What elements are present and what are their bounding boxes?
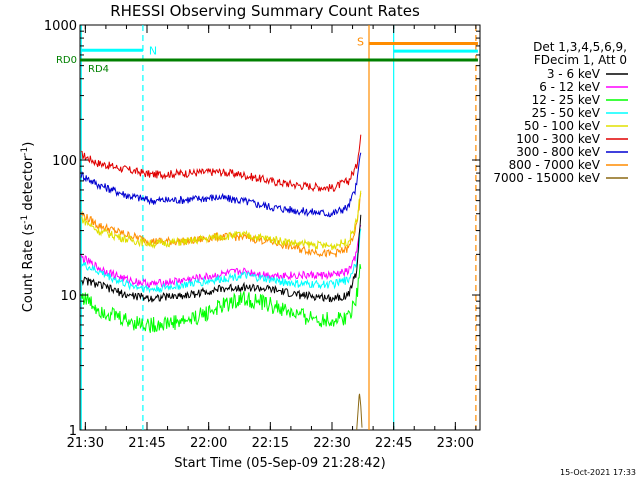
plot-frame xyxy=(79,24,481,431)
legend-label-4: 50 - 100 keV xyxy=(524,119,601,133)
series-line-7 xyxy=(80,264,362,333)
legend-label-3: 25 - 50 keV xyxy=(532,106,601,120)
legend-label-2: 12 - 25 keV xyxy=(532,93,601,107)
y-axis-label-mid: detector xyxy=(21,155,36,215)
y-axis-label-sup1: -1 xyxy=(20,215,30,224)
markers-layer: N S RD0 RD4 xyxy=(56,25,478,430)
legend-label-1: 6 - 12 keV xyxy=(539,80,601,94)
series-line-6 xyxy=(80,214,362,303)
x-tick-label-4: 22:30 xyxy=(313,436,350,451)
series-line-1 xyxy=(80,152,362,218)
legend-label-5: 100 - 300 keV xyxy=(516,132,600,146)
y-tick-label-3: 1000 xyxy=(44,19,77,34)
y-axis-label-end: ) xyxy=(21,142,36,147)
series-line-4 xyxy=(80,224,362,289)
x-tick-label-6: 23:00 xyxy=(437,436,474,451)
legend-header-1: Det 1,3,4,5,6,9, xyxy=(533,40,627,54)
y-tick-label-0: 1 xyxy=(69,424,77,439)
legend-header-2: FDecim 1, Att 0 xyxy=(534,53,627,67)
legend: Det 1,3,4,5,6,9, FDecim 1, Att 0 3 - 6 k… xyxy=(493,40,628,185)
series-line-0 xyxy=(81,134,362,193)
legend-label-7: 800 - 7000 keV xyxy=(509,158,601,172)
timestamp: 15-Oct-2021 17:33 xyxy=(560,468,636,477)
legend-label-0: 3 - 6 keV xyxy=(547,67,601,81)
legend-label-8: 7000 - 15000 keV xyxy=(493,171,600,185)
s-label: S xyxy=(357,35,364,48)
y-axis-label-sup2: -1 xyxy=(20,147,30,156)
plot-border xyxy=(79,24,481,431)
y-axis-label-main: Count Rate (s xyxy=(21,224,36,313)
series-layer xyxy=(80,134,363,431)
y-tick-label-2: 100 xyxy=(52,154,77,169)
x-tick-label-5: 22:45 xyxy=(375,436,412,451)
series-line-3 xyxy=(81,190,362,251)
chart-title: RHESSI Observing Summary Count Rates xyxy=(110,2,420,20)
x-tick-label-0: 21:30 xyxy=(67,436,104,451)
n-label: N xyxy=(149,44,157,57)
y-axis-label: Count Rate (s-1 detector-1) xyxy=(20,142,36,313)
series-line-2 xyxy=(80,192,362,258)
x-axis-label: Start Time (05-Sep-09 21:28:42) xyxy=(174,456,385,471)
series-line-8 xyxy=(356,393,363,431)
rd4-label: RD4 xyxy=(88,64,109,75)
x-tick-label-2: 22:00 xyxy=(190,436,227,451)
rd0-label: RD0 xyxy=(56,55,77,66)
series-line-5 xyxy=(80,228,362,294)
axes-layer: 21:30 21:45 22:00 22:15 22:30 22:45 23:00 1 10 10… xyxy=(44,19,480,451)
x-tick-label-3: 22:15 xyxy=(252,436,289,451)
x-tick-label-1: 21:45 xyxy=(128,436,165,451)
y-tick-label-1: 10 xyxy=(60,289,77,304)
legend-label-6: 300 - 800 keV xyxy=(516,145,600,159)
